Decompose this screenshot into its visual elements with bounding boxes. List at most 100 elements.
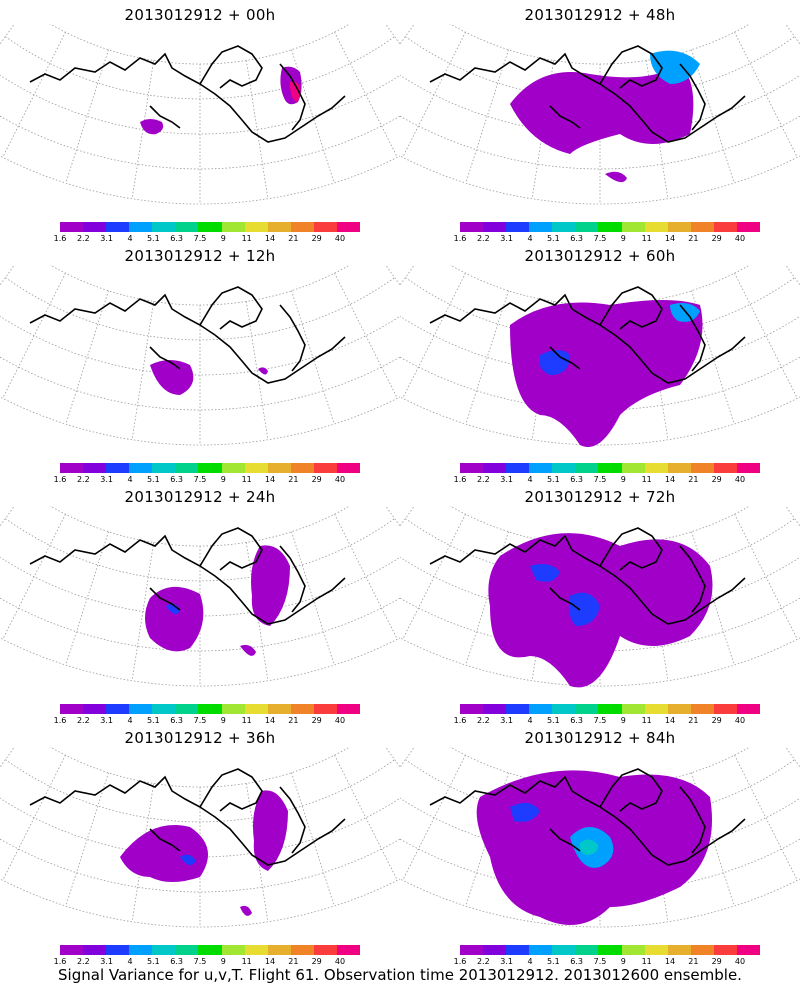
- colorbar-tick-label: 6.3: [570, 234, 584, 243]
- colorbar-tick-label: 6.3: [170, 234, 184, 243]
- coastline: [429, 293, 746, 384]
- colorbar-swatch: [575, 463, 599, 473]
- longitude-gridline: [785, 265, 800, 286]
- colorbar-tick-label: 29: [711, 234, 722, 243]
- colorbar-ticks: 1.6 2.2 3.1 4 5.1 6.3 7.5 9 11 14 21 29 40: [450, 475, 770, 485]
- colorbar-swatch: [267, 704, 291, 714]
- variance-contour: [510, 64, 694, 154]
- map-plot: [0, 265, 400, 446]
- colorbar-tick-label: 4: [127, 957, 133, 966]
- colorbar-swatch: [267, 945, 291, 955]
- colorbar-swatch: [736, 222, 761, 232]
- colorbar-tick-label: 21: [288, 957, 299, 966]
- colorbar-swatch: [60, 463, 84, 473]
- colorbar-swatch: [460, 704, 484, 714]
- longitude-gridline: [785, 24, 800, 45]
- coastline: [29, 52, 346, 143]
- coastline: [29, 534, 346, 625]
- coastline: [679, 545, 706, 613]
- colorbar-tick-label: 4: [527, 716, 533, 725]
- colorbar-swatch: [313, 222, 337, 232]
- longitude-gridline: [291, 49, 335, 184]
- longitude-gridline: [131, 542, 155, 681]
- longitude-gridline: [402, 513, 466, 640]
- colorbar-tick-label: 21: [688, 234, 699, 243]
- longitude-gridline: [334, 513, 398, 640]
- panel-title: 2013012912 + 12h: [124, 247, 276, 265]
- colorbar-swatch: [598, 222, 622, 232]
- colorbar-swatch: [667, 945, 691, 955]
- colorbar-swatch: [575, 945, 599, 955]
- variance-contour: [180, 854, 196, 866]
- colorbar-swatch: [175, 463, 199, 473]
- colorbar-tick-label: 14: [664, 957, 676, 966]
- longitude-gridline: [291, 290, 335, 425]
- colorbar-tick-label: 6.3: [170, 716, 184, 725]
- colorbar-tick-label: 5.1: [146, 234, 160, 243]
- latitude-gridline: [0, 637, 400, 687]
- forecast-panel: 2013012912 + 36h 1.6 2.2 3.1 4 5.1 6.3 7.5 9 11 14…: [0, 723, 400, 966]
- longitude-gridline: [291, 531, 335, 666]
- colorbar-swatch: [336, 704, 361, 714]
- longitude-gridline: [65, 290, 109, 425]
- latitude-gridline: [400, 556, 800, 617]
- longitude-gridline: [2, 513, 66, 640]
- colorbar-swatch: [690, 945, 714, 955]
- colorbar-swatch: [667, 463, 691, 473]
- colorbar-tick-label: 9: [220, 234, 226, 243]
- colorbar-tick-label: 1.6: [453, 957, 467, 966]
- longitude-gridline: [400, 24, 415, 45]
- colorbar-tick-label: 3.1: [500, 957, 514, 966]
- colorbar-tick-label: 14: [264, 475, 276, 484]
- colorbar-tick-label: 7.5: [593, 716, 607, 725]
- longitude-gridline: [691, 772, 735, 907]
- variance-contour: [240, 905, 252, 916]
- colorbar-tick-label: 11: [241, 475, 252, 484]
- coastline: [199, 286, 263, 330]
- colorbar-tick-label: 14: [664, 475, 676, 484]
- coastline: [279, 63, 306, 131]
- colorbar-swatch: [290, 704, 314, 714]
- variance-contour: [510, 300, 703, 447]
- colorbar-tick-label: 7.5: [193, 475, 207, 484]
- longitude-gridline: [385, 24, 400, 45]
- colorbar-swatch: [221, 463, 245, 473]
- colorbar-swatch: [736, 704, 761, 714]
- colorbar-swatch: [644, 463, 668, 473]
- colorbar-swatch: [621, 945, 645, 955]
- colorbar-tick-label: 5.1: [146, 475, 160, 484]
- colorbar-swatch: [529, 945, 553, 955]
- colorbar-swatch: [575, 704, 599, 714]
- colorbar-swatch: [336, 463, 361, 473]
- colorbar-swatch: [713, 222, 737, 232]
- colorbar-swatch: [598, 945, 622, 955]
- coastline: [549, 105, 581, 129]
- longitude-gridline: [734, 513, 798, 640]
- latitude-gridline: [400, 155, 800, 205]
- colorbar-tick-label: 4: [127, 716, 133, 725]
- longitude-gridline: [400, 747, 415, 768]
- colorbar-swatch: [83, 222, 107, 232]
- colorbar-swatch: [106, 945, 130, 955]
- colorbar-swatch: [552, 463, 576, 473]
- colorbar-ticks: 1.6 2.2 3.1 4 5.1 6.3 7.5 9 11 14 21 29 40: [450, 957, 770, 967]
- longitude-gridline: [734, 272, 798, 399]
- colorbar-swatch: [60, 945, 84, 955]
- longitude-gridline: [131, 783, 155, 922]
- colorbar-tick-label: 1.6: [53, 475, 67, 484]
- latitude-gridline: [449, 24, 751, 65]
- variance-contour: [253, 790, 288, 871]
- coastline: [679, 304, 706, 372]
- longitude-gridline: [65, 772, 109, 907]
- colorbar-tick-label: 1.6: [453, 475, 467, 484]
- colorbar-swatch: [313, 463, 337, 473]
- colorbar-tick-label: 5.1: [546, 716, 560, 725]
- colorbar-swatch: [736, 463, 761, 473]
- colorbar-tick-label: 40: [734, 716, 746, 725]
- colorbar-swatch: [460, 945, 484, 955]
- colorbar-tick-label: 1.6: [53, 234, 67, 243]
- colorbar-swatch: [336, 222, 361, 232]
- colorbar-swatch: [267, 222, 291, 232]
- coastline: [199, 768, 263, 812]
- colorbar-swatch: [152, 945, 176, 955]
